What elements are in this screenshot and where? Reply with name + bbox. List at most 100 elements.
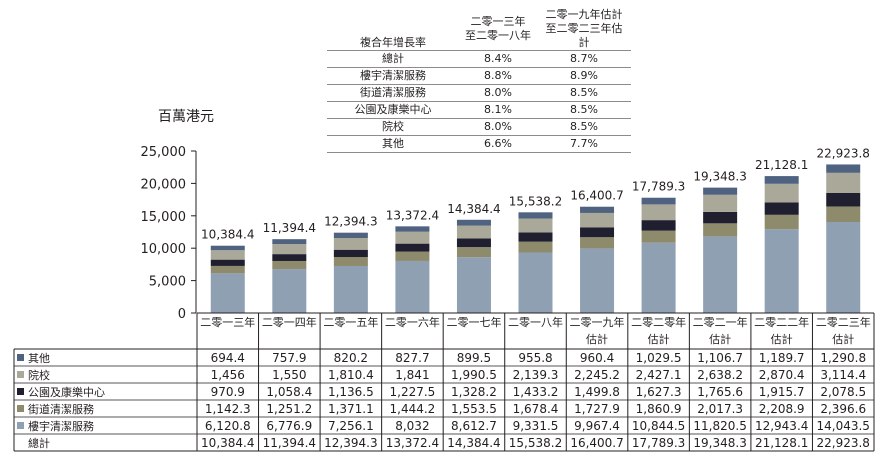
bar-segment [395,251,430,261]
bar-total-label: 15,538.2 [509,194,562,208]
bar-segment [333,249,368,258]
bar-segment [333,257,368,266]
cagr-row-label: 樓宇清潔服務 [327,67,459,85]
bar-segment [641,230,676,243]
bar-segment [210,245,245,251]
bar-segment [272,239,307,245]
cagr-row-value1: 8.8% [459,67,537,85]
cagr-row: 街道清潔服務 8.0% 8.5% [327,84,631,102]
table-cell-value: 2,245.2 [574,368,620,382]
y-tick-label: 20,000 [141,177,187,192]
bar-segment [272,244,307,255]
cagr-row: 院校 8.0% 8.5% [327,118,631,136]
table-total-label: 總計 [28,436,50,450]
table-cell-value: 827.7 [395,351,429,365]
legend-swatch [17,388,24,395]
table-cell-value: 1,727.9 [574,402,620,416]
cagr-header-label: 複合年增長率 [360,36,426,49]
cagr-row: 樓宇清潔服務 8.8% 8.9% [327,67,631,85]
cagr-row-value2: 8.5% [537,84,631,102]
table-cell-value: 9,331.5 [513,419,559,433]
table-total-value: 21,128.1 [755,436,808,450]
table-total-value: 15,538.2 [509,436,562,450]
table-total-value: 14,384.4 [447,436,500,450]
table-cell-value: 2,208.9 [759,402,805,416]
table-cell-value: 12,943.4 [755,419,808,433]
table-cell-value: 1,433.2 [513,385,559,399]
bar-segment [333,232,368,238]
bar-segment [395,260,430,313]
table-cell-value: 2,870.4 [759,368,805,382]
bar-segment [764,183,799,203]
table-cell-value: 1,841 [395,368,429,382]
table-cell-value: 8,032 [395,419,429,433]
x-category-label: 二零一八年 [508,315,563,329]
table-cell-value: 14,043.5 [817,419,870,433]
cagr-row-value2: 8.9% [537,67,631,85]
bar-total-label: 11,394.4 [263,221,316,235]
bar-segment [764,176,799,184]
cagr-row: 總計 8.4% 8.7% [327,50,631,68]
table-cell-value: 1,029.5 [636,351,682,365]
bar-segment [395,231,430,244]
table-cell-value: 1,290.8 [820,351,866,365]
bar-segment [641,204,676,221]
bar-total-label: 14,384.4 [447,202,500,216]
bar-segment [518,212,553,219]
table-cell-value: 1,328.2 [451,385,497,399]
bar-segment [580,248,615,313]
cagr-row-value2: 8.7% [537,50,631,68]
bar-segment [580,237,615,249]
bar-segment [518,252,553,313]
bar-total-label: 12,394.3 [324,215,377,229]
table-cell-value: 1,810.4 [328,368,374,382]
table-total-value: 13,372.4 [386,436,439,450]
bar-segment [703,187,738,195]
table-cell-value: 1,765.6 [697,385,743,399]
table-cell-value: 11,820.5 [693,419,746,433]
table-cell-value: 2,638.2 [697,368,743,382]
bar-segment [764,229,799,313]
table-cell-value: 2,427.1 [636,368,682,382]
table-cell-value: 2,078.5 [820,385,866,399]
cagr-row-value1: 8.0% [459,84,537,102]
table-cell-value: 10,844.5 [632,419,685,433]
legend-swatch [17,354,24,361]
x-category-label: 二零二零年 [631,315,686,329]
x-category-label: 估計 [648,332,670,346]
bar-segment [456,247,491,258]
cagr-row-label: 街道清潔服務 [327,84,459,102]
table-cell-value: 1,990.5 [451,368,497,382]
bar-segment [518,218,553,233]
table-row-label: 樓宇清潔服務 [28,419,94,433]
table-cell-value: 6,776.9 [266,419,312,433]
cagr-table: 複合年增長率 二零一三年 至二零一八年 二零一九年估計 至二零二三年估計 總計 … [327,8,631,153]
bar-segment [272,260,307,270]
cagr-header-col2-line2: 至二零二三年估計 [545,22,623,49]
bar-segment [518,241,553,253]
cagr-header-col1-line2: 至二零一八年 [465,29,531,42]
table-total-value: 11,394.4 [263,436,316,450]
bar-segment [456,257,491,313]
y-tick-label: 15,000 [141,210,187,225]
cagr-row: 公園及康樂中心 8.1% 8.5% [327,101,631,119]
table-cell-value: 1,227.5 [390,385,436,399]
cagr-row-value2: 8.5% [537,101,631,119]
x-category-label: 二零一三年 [200,315,255,329]
bar-segment [641,242,676,313]
table-cell-value: 2,017.3 [697,402,743,416]
bar-segment [210,273,245,313]
cagr-row-value1: 8.4% [459,50,537,68]
table-cell-value: 1,189.7 [759,351,805,365]
bar-total-label: 22,923.8 [817,146,870,160]
cagr-row-label: 公園及康樂中心 [327,101,459,119]
x-category-label: 估計 [832,332,854,346]
legend-swatch [17,422,24,429]
table-cell-value: 1,142.3 [205,402,251,416]
bar-segment [826,206,861,222]
table-total-value: 12,394.3 [324,436,377,450]
bar-segment [703,211,738,224]
table-cell-value: 1,106.7 [697,351,743,365]
bar-segment [703,223,738,237]
table-cell-value: 9,967.4 [574,419,620,433]
